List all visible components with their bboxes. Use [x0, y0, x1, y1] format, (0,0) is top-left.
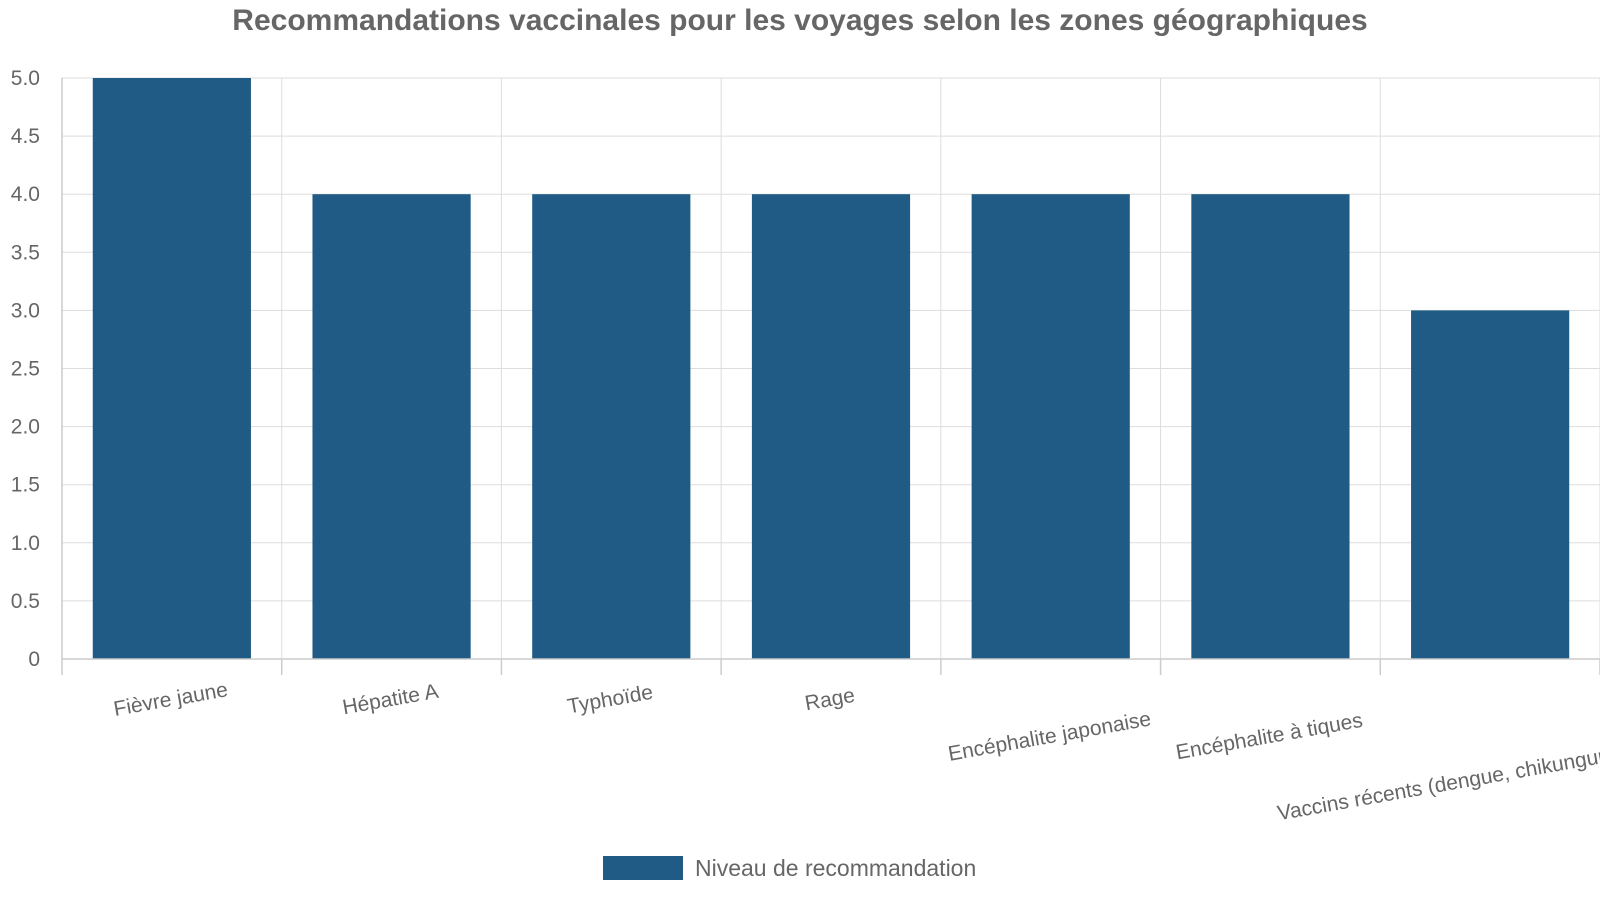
bars	[92, 78, 1570, 659]
y-tick-label: 4.5	[11, 125, 40, 148]
bar[interactable]	[751, 194, 911, 659]
y-tick-label: 2.5	[11, 358, 40, 381]
legend-swatch[interactable]	[603, 856, 683, 880]
x-tick-label: Hépatite A	[341, 680, 440, 719]
bar[interactable]	[92, 78, 251, 659]
y-tick-label: 2.0	[11, 416, 40, 439]
y-tick-label: 3.5	[11, 241, 40, 264]
x-tick-label: Rage	[803, 684, 856, 715]
y-tick-label: 0	[28, 648, 40, 671]
x-tick-label: Encéphalite japonaise	[946, 707, 1152, 765]
axes	[61, 78, 1600, 675]
legend-label[interactable]: Niveau de recommandation	[695, 855, 976, 881]
x-tick-label: Encéphalite à tiques	[1174, 709, 1364, 764]
bar[interactable]	[971, 194, 1130, 659]
y-tick-label: 1.0	[11, 532, 40, 555]
bar[interactable]	[1191, 194, 1350, 659]
bar[interactable]	[532, 194, 691, 659]
y-tick-label: 5.0	[11, 67, 40, 90]
bar[interactable]	[312, 194, 471, 659]
bar[interactable]	[1411, 310, 1570, 659]
y-tick-label: 0.5	[11, 590, 40, 613]
y-tick-label: 4.0	[11, 183, 40, 206]
x-tick-label: Vaccins récents (dengue, chikungunya, Mp…	[1276, 728, 1600, 825]
x-tick-label: Typhoïde	[566, 681, 655, 719]
y-tick-label: 3.0	[11, 299, 40, 322]
x-tick-label: Fièvre jaune	[112, 678, 230, 721]
y-axis-ticks: 0 0.5 1.0 1.5 2.0 2.5 3.0 3.5 4.0 4.5 5.0	[11, 67, 40, 671]
x-axis-ticks: Fièvre jaune Hépatite A Typhoïde Rage Encéph…	[112, 678, 1600, 825]
y-tick-label: 1.5	[11, 474, 40, 497]
legend[interactable]: Niveau de recommandation	[603, 855, 976, 881]
chart-title: Recommandations vaccinales pour les voya…	[232, 4, 1367, 37]
